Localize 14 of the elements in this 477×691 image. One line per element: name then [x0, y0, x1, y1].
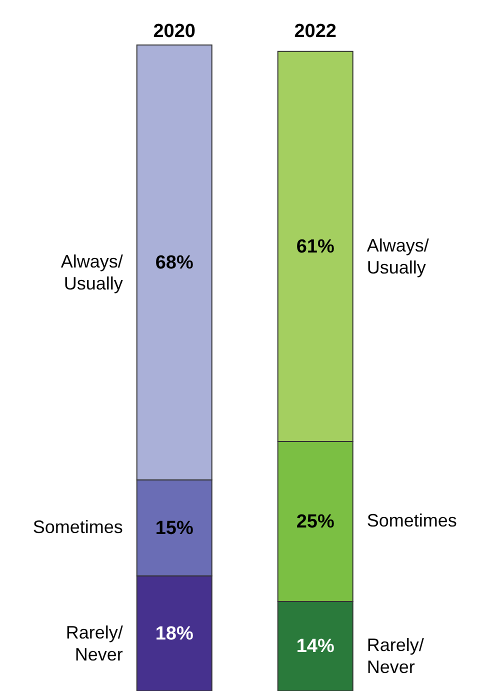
data-label: 15% [155, 518, 194, 539]
data-label: 25% [296, 512, 334, 533]
data-label: 18% [155, 623, 194, 644]
series-label: Always/Usually [60, 251, 123, 294]
data-label: 61% [296, 236, 334, 258]
series-label: Rarely/Never [66, 622, 123, 664]
text: Rarely/Never [366, 635, 424, 678]
text: Always/Usually [366, 235, 429, 278]
x-tick-label: 2020 [153, 21, 196, 42]
data-label: 14% [296, 636, 334, 658]
series-label: Sometimes [32, 516, 123, 537]
text: Sometimes [366, 510, 457, 531]
x-tick-label: 2022 [294, 21, 336, 42]
data-label: 68% [155, 252, 194, 274]
